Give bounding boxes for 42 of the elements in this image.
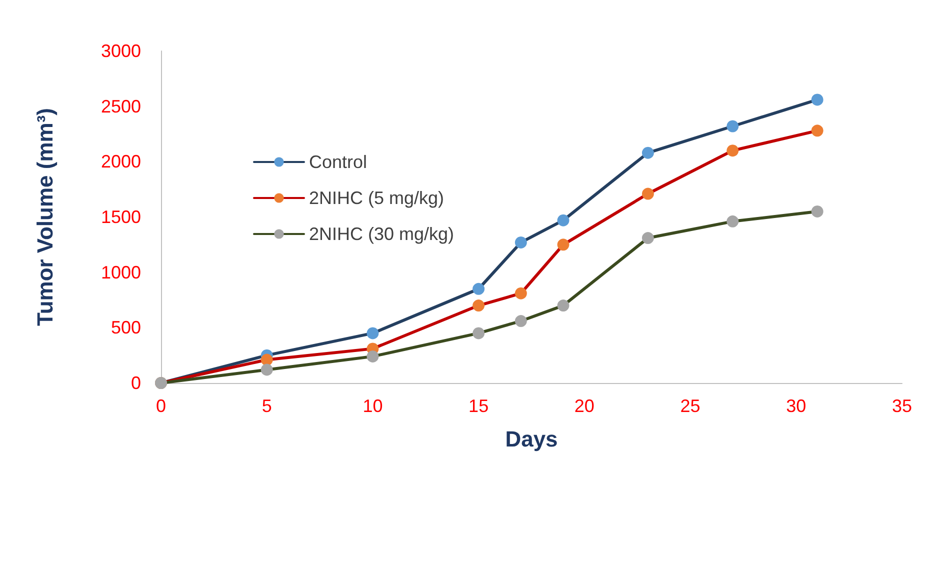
point: [811, 124, 824, 137]
x-tick-label: 10: [362, 396, 383, 416]
point: [557, 300, 570, 312]
point: [642, 188, 654, 200]
x-axis-title: Days: [505, 426, 558, 452]
legend-label: 2NIHC (5 mg/kg): [309, 188, 444, 208]
y-tick-label: 2000: [100, 152, 141, 172]
x-tick-label: 20: [574, 396, 594, 416]
point: [472, 282, 485, 295]
legend-label: 2NIHC (30 mg/kg): [309, 224, 454, 244]
point: [726, 120, 739, 132]
x-tick-label: 0: [156, 396, 166, 416]
point: [366, 327, 379, 340]
legend-label: Control: [309, 152, 368, 172]
point: [472, 300, 485, 312]
x-tick-label: 35: [892, 396, 912, 416]
x-tick-label: 30: [786, 396, 806, 416]
x-tick-label: 5: [262, 396, 272, 416]
x-tick-label: 25: [680, 396, 700, 416]
y-tick-label: 1000: [100, 262, 141, 282]
point: [557, 238, 570, 251]
y-tick-label: 500: [110, 318, 141, 338]
point: [811, 94, 824, 106]
y-axis-title: Tumor Volume (mm³): [32, 108, 58, 326]
point: [260, 354, 273, 366]
y-tick-label: 1500: [100, 207, 141, 227]
y-tick-label: 0: [130, 373, 141, 393]
x-tick-label: 15: [468, 396, 489, 416]
point: [642, 146, 654, 159]
y-tick-label: 2500: [100, 96, 141, 116]
point: [642, 232, 654, 244]
point: [811, 205, 824, 218]
point: [472, 327, 485, 340]
point: [514, 236, 527, 248]
point: [557, 214, 570, 226]
point: [260, 364, 273, 376]
point: [366, 350, 379, 362]
point: [726, 215, 739, 228]
point: [514, 315, 527, 328]
y-tick-label: 3000: [100, 41, 141, 61]
point: [514, 287, 527, 300]
point: [726, 144, 739, 157]
